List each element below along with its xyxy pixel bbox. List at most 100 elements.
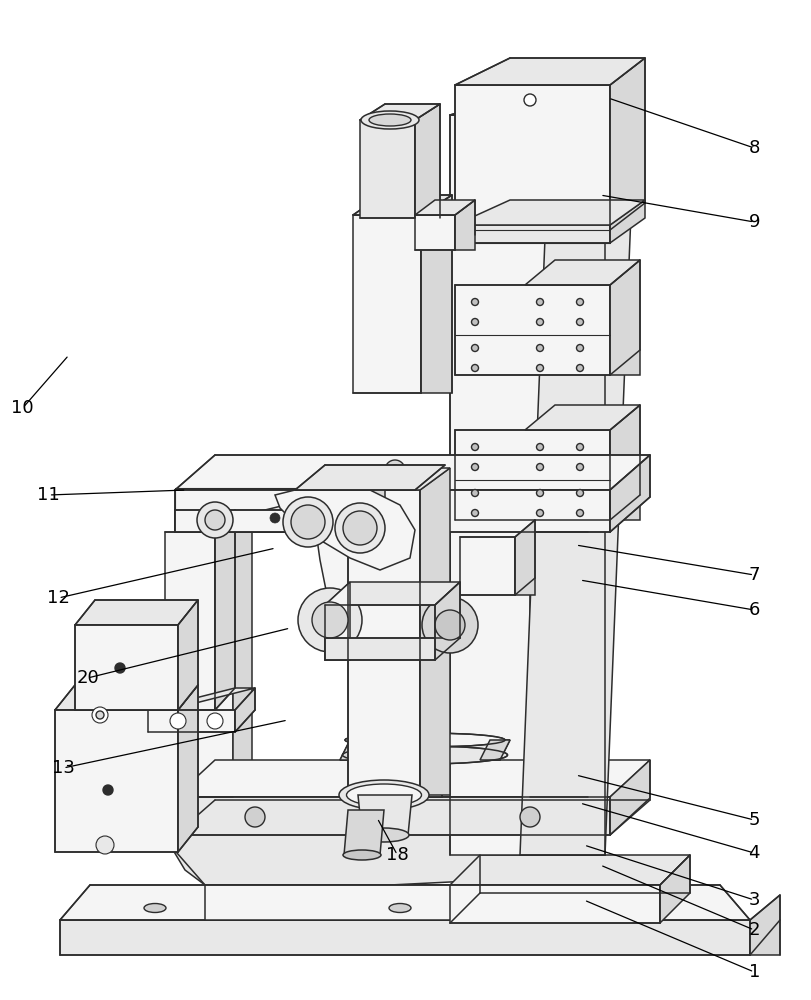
Circle shape <box>471 444 478 450</box>
Polygon shape <box>178 685 198 852</box>
Polygon shape <box>215 510 235 710</box>
Bar <box>55 710 178 852</box>
Bar <box>455 430 610 520</box>
Bar <box>408 760 442 797</box>
Circle shape <box>343 511 377 545</box>
Circle shape <box>537 464 543 471</box>
Polygon shape <box>233 510 252 797</box>
Bar <box>75 625 178 710</box>
Bar <box>165 532 215 710</box>
Polygon shape <box>190 510 215 532</box>
Text: 12: 12 <box>47 589 70 607</box>
Circle shape <box>115 663 125 673</box>
Circle shape <box>270 513 280 523</box>
Polygon shape <box>148 688 255 710</box>
Polygon shape <box>344 810 384 855</box>
Circle shape <box>92 707 108 723</box>
Text: 20: 20 <box>76 669 99 687</box>
Bar <box>148 710 235 732</box>
Text: 9: 9 <box>749 213 760 231</box>
Polygon shape <box>200 510 235 532</box>
Circle shape <box>103 785 113 795</box>
Polygon shape <box>325 582 350 660</box>
Circle shape <box>291 505 325 539</box>
Circle shape <box>245 807 265 827</box>
Polygon shape <box>175 488 355 532</box>
Circle shape <box>471 344 478 352</box>
Ellipse shape <box>629 904 651 912</box>
Circle shape <box>537 444 543 450</box>
Ellipse shape <box>345 733 505 747</box>
Circle shape <box>537 298 543 306</box>
Circle shape <box>471 364 478 371</box>
Text: 4: 4 <box>749 844 760 862</box>
Circle shape <box>537 344 543 352</box>
Circle shape <box>537 510 543 516</box>
Polygon shape <box>610 260 640 375</box>
Circle shape <box>422 597 478 653</box>
Bar <box>455 225 610 243</box>
Polygon shape <box>555 488 590 510</box>
Polygon shape <box>415 104 440 218</box>
Text: 18: 18 <box>386 846 409 864</box>
Bar <box>175 532 233 797</box>
Circle shape <box>385 460 405 480</box>
Polygon shape <box>235 688 255 732</box>
Polygon shape <box>455 200 645 225</box>
Polygon shape <box>178 600 198 710</box>
Bar <box>175 797 610 835</box>
Polygon shape <box>358 795 412 835</box>
Ellipse shape <box>361 111 419 129</box>
Polygon shape <box>525 260 640 285</box>
Bar <box>455 285 610 375</box>
Polygon shape <box>515 520 535 595</box>
Circle shape <box>577 510 583 516</box>
Ellipse shape <box>339 780 429 810</box>
Circle shape <box>96 836 114 854</box>
Bar <box>348 490 420 795</box>
Polygon shape <box>175 760 650 797</box>
Polygon shape <box>435 582 460 638</box>
Circle shape <box>524 94 536 106</box>
Bar <box>450 885 660 923</box>
Bar <box>450 115 605 855</box>
Circle shape <box>537 489 543 496</box>
Bar <box>175 510 355 532</box>
Ellipse shape <box>144 904 166 912</box>
Polygon shape <box>325 582 460 605</box>
Polygon shape <box>310 490 380 620</box>
Bar <box>460 537 515 595</box>
Text: 7: 7 <box>749 566 760 584</box>
Polygon shape <box>205 885 590 920</box>
Polygon shape <box>348 468 450 490</box>
Circle shape <box>471 298 478 306</box>
Polygon shape <box>750 895 780 955</box>
Circle shape <box>577 298 583 306</box>
Circle shape <box>520 807 540 827</box>
Circle shape <box>577 364 583 371</box>
Circle shape <box>312 602 348 638</box>
Polygon shape <box>610 405 640 520</box>
Polygon shape <box>365 472 385 510</box>
Circle shape <box>577 344 583 352</box>
Polygon shape <box>275 490 415 570</box>
Polygon shape <box>588 488 607 775</box>
Circle shape <box>96 711 104 719</box>
Circle shape <box>335 503 385 553</box>
Ellipse shape <box>389 904 411 912</box>
Polygon shape <box>480 740 510 760</box>
Ellipse shape <box>359 828 409 842</box>
Circle shape <box>197 502 233 538</box>
Polygon shape <box>455 200 475 250</box>
Polygon shape <box>420 468 450 795</box>
Circle shape <box>390 465 400 475</box>
Polygon shape <box>175 455 650 490</box>
Circle shape <box>577 464 583 471</box>
Circle shape <box>537 364 543 371</box>
Bar <box>330 488 365 510</box>
Ellipse shape <box>342 746 508 764</box>
Circle shape <box>345 513 365 533</box>
Bar <box>415 215 455 250</box>
Polygon shape <box>610 200 645 243</box>
Ellipse shape <box>343 850 381 860</box>
